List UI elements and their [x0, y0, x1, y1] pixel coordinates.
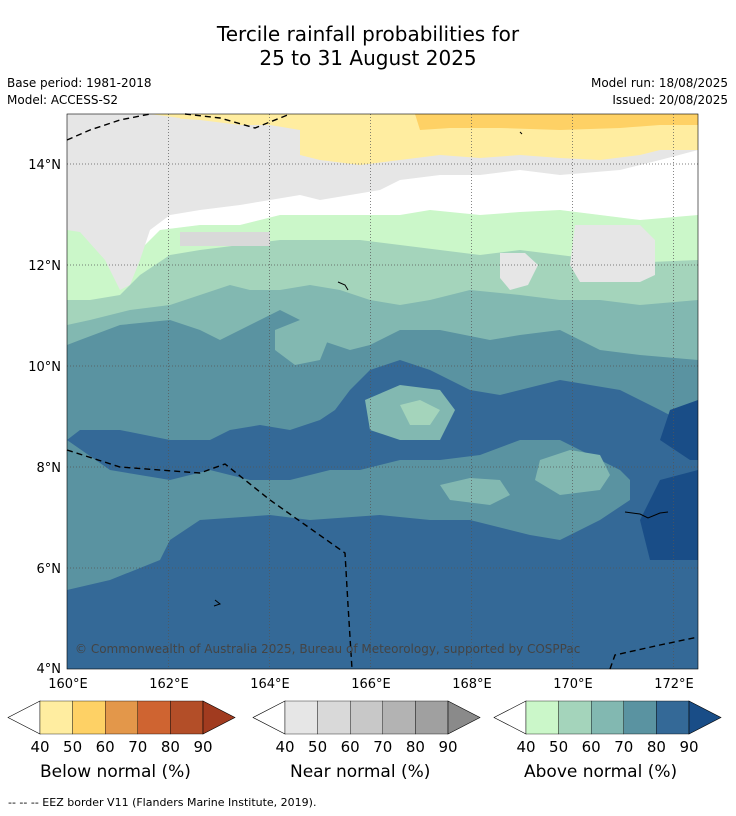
chart-title: Tercile rainfall probabilities for 25 to… [0, 22, 736, 70]
lon-tick-170: 170°E [553, 677, 593, 692]
colorbar-tick-label: 90 [438, 738, 457, 756]
colorbar-segment [350, 700, 384, 735]
colorbar-segment [104, 700, 138, 735]
colorbar-tick-label: 60 [96, 738, 115, 756]
colorbar-tick-label: 50 [63, 738, 82, 756]
colorbar-label-above: Above normal (%) [524, 762, 678, 782]
lon-tick-166: 166°E [351, 677, 391, 692]
colorbar-label-near: Near normal (%) [290, 762, 431, 782]
near-normal-50-patch [180, 232, 270, 246]
model-name: Model: ACCESS-S2 [7, 93, 119, 107]
colorbar-max-extend [688, 700, 722, 735]
colorbar-segment [623, 700, 657, 735]
colorbar-tick-label: 60 [341, 738, 360, 756]
lon-tick-168: 168°E [452, 677, 492, 692]
lon-tick-162: 162°E [149, 677, 189, 692]
colorbar-tick-label: 90 [679, 738, 698, 756]
base-period: Base period: 1981-2018 [7, 76, 152, 90]
lat-tick-14: 14°N [28, 158, 61, 173]
meta-right: Model run: 18/08/2025 Issued: 20/08/2025 [591, 75, 728, 109]
colorbar-segment [72, 700, 106, 735]
lat-tick-10: 10°N [28, 360, 61, 375]
near-normal-left-top [67, 114, 180, 145]
colorbar-segment [656, 700, 690, 735]
colorbar-segment [170, 700, 204, 735]
meta-left: Base period: 1981-2018 Model: ACCESS-S2 [7, 75, 152, 109]
lat-tick-6: 6°N [37, 562, 62, 577]
eez-footnote: -- -- -- EEZ border V11 (Flanders Marine… [8, 796, 317, 809]
lon-tick-164: 164°E [250, 677, 290, 692]
colorbar-tick-label: 80 [161, 738, 180, 756]
colorbar-segment [558, 700, 592, 735]
colorbar-min-extend [493, 700, 527, 735]
colorbar-tick-label: 50 [308, 738, 327, 756]
colorbar-segment [39, 700, 73, 735]
lat-tick-4: 4°N [37, 662, 62, 677]
title-line-2: 25 to 31 August 2025 [259, 46, 477, 70]
colorbar-segment [317, 700, 351, 735]
probability-field [67, 114, 698, 669]
colorbar-tick-label: 70 [614, 738, 633, 756]
model-run: Model run: 18/08/2025 [590, 76, 728, 90]
lat-tick-8: 8°N [37, 461, 62, 476]
colorbar-segment [415, 700, 449, 735]
colorbars: 40 50 60 70 80 90 40 50 60 70 80 90 40 50 60 70 80 90 [7, 700, 722, 756]
colorbar-tick-label: 40 [275, 738, 294, 756]
colorbar-tick-label: 50 [549, 738, 568, 756]
eez-borders [66, 113, 699, 670]
colorbar-tick-label: 90 [193, 738, 212, 756]
title-line-1: Tercile rainfall probabilities for [216, 22, 520, 46]
colorbar-segment [284, 700, 318, 735]
issued-date: Issued: 20/08/2025 [612, 93, 728, 107]
colorbar-label-below: Below normal (%) [40, 762, 191, 782]
gridlines [67, 114, 698, 669]
colorbar-segment [591, 700, 625, 735]
map-frame [66, 113, 699, 670]
colorbar-tick-label: 80 [647, 738, 666, 756]
colorbar-segment [525, 700, 559, 735]
colorbar-min-extend [252, 700, 286, 735]
near-normal-40-region [67, 114, 698, 290]
colorbar-tick-label: 70 [128, 738, 147, 756]
colorbar-tick-label: 80 [406, 738, 425, 756]
colorbar-min-extend [7, 700, 41, 735]
colorbar-tick-label: 40 [30, 738, 49, 756]
colorbar-tick-label: 40 [516, 738, 535, 756]
colorbar-segment [137, 700, 171, 735]
colorbar-max-extend [447, 700, 481, 735]
lon-tick-160: 160°E [48, 677, 88, 692]
copyright-notice: © Commonwealth of Australia 2025, Bureau… [75, 642, 580, 656]
below-50-region [415, 114, 698, 130]
islands [213, 131, 669, 607]
colorbar-max-extend [202, 700, 236, 735]
lat-tick-12: 12°N [28, 259, 61, 274]
colorbar-segment [382, 700, 416, 735]
above-90-region [640, 400, 698, 560]
colorbar-tick-label: 70 [373, 738, 392, 756]
lon-tick-172: 172°E [654, 677, 694, 692]
colorbar-tick-label: 60 [582, 738, 601, 756]
